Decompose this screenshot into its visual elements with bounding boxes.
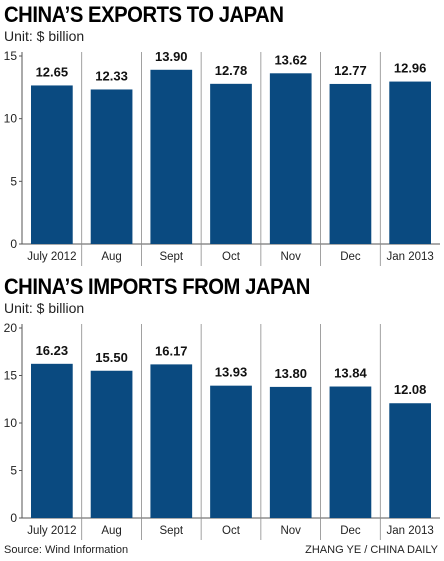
imports-category-label: Nov [280,525,301,537]
exports-bar [269,73,312,245]
exports-bar [90,89,133,244]
imports-unit-label: Unit: $ billion [4,300,85,316]
imports-y-tick-label: 20 [4,321,18,335]
imports-y-tick-label: 15 [4,369,18,383]
imports-bar [269,386,312,518]
exports-category-label: July 2012 [27,251,76,263]
exports-bar-value-label: 12.78 [215,63,248,78]
imports-category-label: Aug [101,525,121,537]
imports-bar-value-label: 16.17 [155,343,188,358]
exports-bar-value-label: 12.96 [394,61,427,76]
imports-bar-value-label: 13.84 [334,366,367,381]
exports-category-label: Sept [159,251,183,263]
credit-note: ZHANG YE / CHINA DAILY [305,544,438,556]
imports-bar-chart: 0 5 10 15 20 16.23 July 2012 15.50 Aug 16.17 Sept 1… [4,321,440,540]
imports-bar [329,386,372,518]
exports-bar-value-label: 12.77 [334,63,367,78]
exports-category-label: Jan 2013 [386,251,433,263]
exports-category-label: Nov [280,251,301,263]
exports-bar [210,83,252,244]
exports-bar-value-label: 13.62 [274,52,307,67]
imports-category-label: Sept [159,525,183,537]
exports-category-label: Aug [101,251,121,263]
exports-bar [150,69,193,244]
exports-bar-value-label: 13.90 [155,49,188,64]
exports-bar [31,85,73,244]
imports-y-tick-label: 10 [4,416,18,430]
exports-y-tick-label: 0 [10,237,17,251]
imports-y-tick-label: 5 [10,464,17,478]
exports-bar-value-label: 12.65 [36,64,69,79]
imports-bar-value-label: 13.80 [274,366,307,381]
imports-category-label: Oct [222,525,241,537]
imports-bar-value-label: 15.50 [95,350,128,365]
imports-y-tick-label: 0 [10,511,17,525]
exports-chart-title: CHINA’S EXPORTS TO JAPAN [4,2,284,27]
exports-bar-value-label: 12.33 [95,68,128,83]
exports-y-tick-label: 5 [10,174,17,188]
imports-bar [150,364,193,518]
exports-y-tick-label: 15 [4,49,18,63]
imports-bar [389,403,431,518]
exports-category-label: Dec [340,251,361,263]
imports-category-label: Jan 2013 [386,525,433,537]
imports-bar [210,385,252,518]
imports-bar-value-label: 13.93 [215,365,248,380]
imports-bar-value-label: 16.23 [36,343,69,358]
exports-bar [329,83,372,244]
exports-y-tick-label: 10 [4,112,18,126]
imports-bar-value-label: 12.08 [394,382,427,397]
exports-category-label: Oct [222,251,241,263]
source-note: Source: Wind Information [4,544,129,556]
exports-bar [389,81,431,245]
exports-bar-chart: 0 5 10 15 12.65 July 2012 12.33 Aug 13.90 Sept 12.… [4,49,440,266]
exports-unit-label: Unit: $ billion [4,28,85,44]
imports-chart-title: CHINA’S IMPORTS FROM JAPAN [4,274,310,299]
imports-category-label: July 2012 [27,525,76,537]
imports-bar [31,363,73,518]
imports-category-label: Dec [340,525,361,537]
imports-bar [90,370,133,518]
